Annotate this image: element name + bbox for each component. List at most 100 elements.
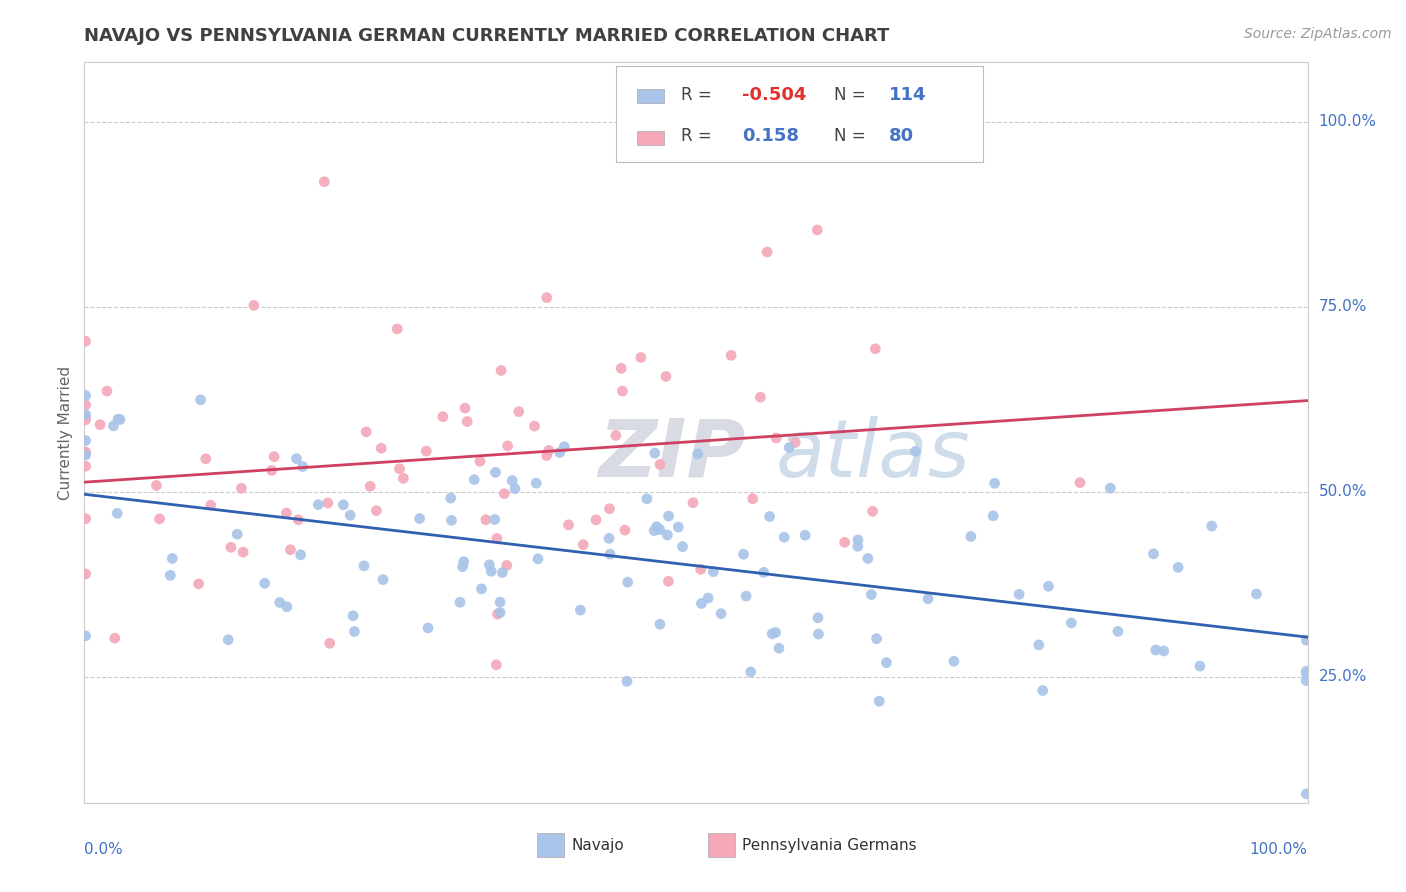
Point <box>486 607 509 622</box>
Point <box>1167 560 1189 574</box>
Point <box>523 419 546 434</box>
Point <box>307 498 329 512</box>
Point <box>875 656 897 670</box>
Point <box>75 511 97 525</box>
Point <box>103 418 125 433</box>
Text: 0.158: 0.158 <box>742 128 800 145</box>
Point <box>453 555 475 569</box>
Point <box>1295 787 1317 801</box>
Text: NAVAJO VS PENNSYLVANIA GERMAN CURRENTLY MARRIED CORRELATION CHART: NAVAJO VS PENNSYLVANIA GERMAN CURRENTLY … <box>84 27 890 45</box>
Point <box>316 496 339 510</box>
Point <box>690 597 713 611</box>
Point <box>527 551 550 566</box>
Point <box>553 440 575 454</box>
Point <box>598 532 620 546</box>
Point <box>1028 638 1050 652</box>
Point <box>318 636 340 650</box>
Point <box>648 458 671 472</box>
Point <box>657 574 679 589</box>
Point <box>332 498 354 512</box>
Text: Navajo: Navajo <box>571 838 624 853</box>
Point <box>733 547 755 561</box>
Point <box>359 479 381 493</box>
Text: N =: N = <box>834 86 872 103</box>
Point <box>807 627 830 641</box>
Point <box>75 388 97 402</box>
Point <box>489 606 512 620</box>
Text: Pennsylvania Germans: Pennsylvania Germans <box>742 838 917 853</box>
Point <box>339 508 361 523</box>
Point <box>148 512 170 526</box>
Text: R =: R = <box>682 128 717 145</box>
Point <box>392 471 415 485</box>
Point <box>89 417 111 432</box>
Point <box>856 551 879 566</box>
Point <box>689 562 711 576</box>
Text: 75.0%: 75.0% <box>1319 299 1367 314</box>
Text: 100.0%: 100.0% <box>1319 114 1376 129</box>
Point <box>785 435 807 450</box>
Point <box>485 657 508 672</box>
Point <box>846 533 869 547</box>
Point <box>1201 519 1223 533</box>
Point <box>537 443 560 458</box>
Point <box>536 449 558 463</box>
Point <box>463 473 485 487</box>
Point <box>470 582 492 596</box>
Point <box>105 506 128 520</box>
Point <box>489 595 512 609</box>
Text: 100.0%: 100.0% <box>1250 842 1308 856</box>
Point <box>1032 683 1054 698</box>
Point <box>162 551 184 566</box>
Point <box>865 632 887 646</box>
Point <box>1099 481 1122 495</box>
Point <box>263 450 285 464</box>
Point <box>1295 633 1317 648</box>
FancyBboxPatch shape <box>637 89 664 103</box>
Point <box>756 245 779 260</box>
Point <box>75 445 97 459</box>
Point <box>1295 667 1317 681</box>
Point <box>846 539 869 553</box>
Point <box>612 384 634 398</box>
Point <box>478 558 501 572</box>
Point <box>243 298 266 312</box>
Point <box>536 291 558 305</box>
Point <box>370 442 392 456</box>
Point <box>190 392 212 407</box>
Point <box>1142 547 1164 561</box>
Point <box>981 508 1004 523</box>
Point <box>599 547 621 561</box>
Point <box>904 444 927 458</box>
Point <box>354 425 377 439</box>
Point <box>75 459 97 474</box>
Point <box>868 694 890 708</box>
Point <box>572 538 595 552</box>
Point <box>475 513 498 527</box>
Point <box>862 504 884 518</box>
Point <box>231 481 253 495</box>
Point <box>616 575 638 590</box>
Point <box>385 322 408 336</box>
Point <box>1060 615 1083 630</box>
FancyBboxPatch shape <box>537 833 564 857</box>
Point <box>1144 643 1167 657</box>
Point <box>834 535 856 549</box>
Point <box>353 558 375 573</box>
Point <box>145 478 167 492</box>
Point <box>658 115 681 129</box>
Point <box>658 509 681 524</box>
Point <box>616 674 638 689</box>
Point <box>1008 587 1031 601</box>
Point <box>451 559 474 574</box>
Point <box>200 498 222 512</box>
Point <box>865 342 887 356</box>
Point <box>489 363 512 377</box>
Point <box>449 595 471 609</box>
FancyBboxPatch shape <box>616 66 983 162</box>
Point <box>942 654 965 668</box>
Point <box>645 519 668 533</box>
Point <box>484 466 506 480</box>
Point <box>630 351 652 365</box>
Point <box>496 439 519 453</box>
